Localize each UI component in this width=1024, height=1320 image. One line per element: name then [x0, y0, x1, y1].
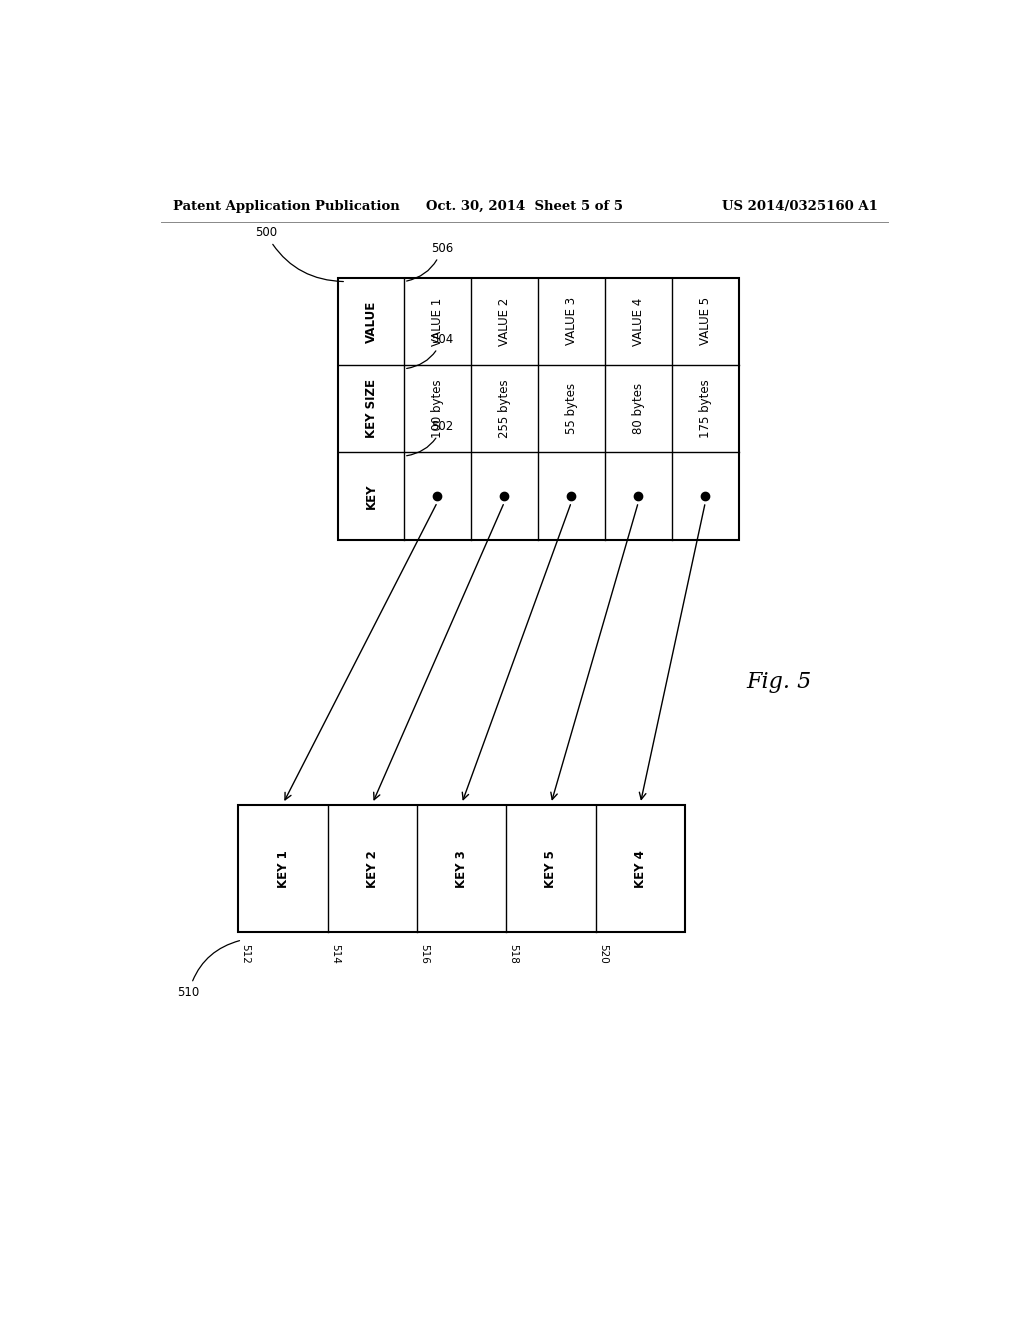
Text: Fig. 5: Fig. 5 — [746, 671, 812, 693]
Text: 512: 512 — [241, 944, 251, 964]
Text: 100 bytes: 100 bytes — [431, 379, 444, 438]
Text: 510: 510 — [177, 941, 240, 999]
Text: 504: 504 — [407, 333, 453, 368]
Text: KEY: KEY — [365, 483, 378, 508]
Text: VALUE 1: VALUE 1 — [431, 297, 444, 346]
Text: VALUE 3: VALUE 3 — [565, 297, 578, 346]
Text: KEY 5: KEY 5 — [545, 850, 557, 887]
Text: 520: 520 — [598, 944, 608, 964]
Text: KEY 4: KEY 4 — [634, 850, 647, 887]
Text: VALUE 4: VALUE 4 — [632, 297, 645, 346]
Text: KEY 3: KEY 3 — [455, 850, 468, 887]
Text: 55 bytes: 55 bytes — [565, 383, 578, 434]
Text: 80 bytes: 80 bytes — [632, 383, 645, 434]
Text: 514: 514 — [330, 944, 340, 964]
Text: 516: 516 — [419, 944, 429, 964]
Bar — [239, 805, 685, 932]
Text: KEY 2: KEY 2 — [366, 850, 379, 887]
Text: 518: 518 — [509, 944, 518, 964]
Text: 255 bytes: 255 bytes — [498, 379, 511, 438]
Text: VALUE: VALUE — [365, 300, 378, 342]
Text: 502: 502 — [407, 420, 453, 455]
Text: VALUE 2: VALUE 2 — [498, 297, 511, 346]
Bar — [339, 277, 739, 540]
Text: 500: 500 — [255, 226, 343, 281]
Text: 175 bytes: 175 bytes — [698, 379, 712, 438]
Text: Patent Application Publication: Patent Application Publication — [173, 199, 399, 213]
Text: Oct. 30, 2014  Sheet 5 of 5: Oct. 30, 2014 Sheet 5 of 5 — [426, 199, 624, 213]
Text: VALUE 5: VALUE 5 — [698, 297, 712, 346]
Text: KEY 1: KEY 1 — [276, 850, 290, 887]
Text: US 2014/0325160 A1: US 2014/0325160 A1 — [722, 199, 878, 213]
Text: 506: 506 — [407, 242, 453, 281]
Text: KEY SIZE: KEY SIZE — [365, 379, 378, 438]
